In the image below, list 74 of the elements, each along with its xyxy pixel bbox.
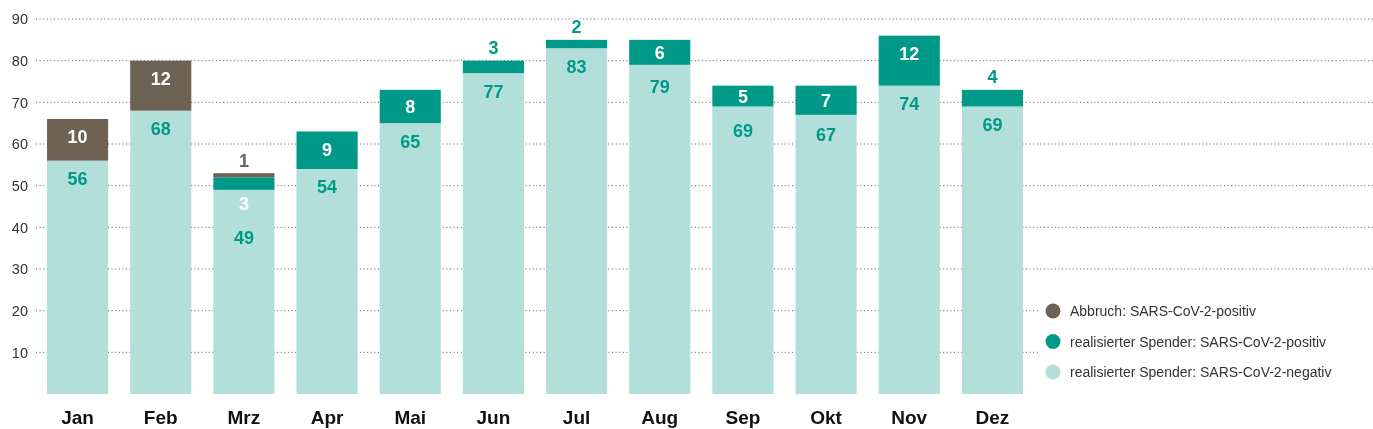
data-label: 68 — [150, 119, 171, 140]
bar — [878, 35, 940, 86]
bar — [213, 173, 275, 178]
bar — [712, 106, 774, 394]
data-label: 67 — [816, 124, 837, 145]
legend-label: realisierter Spender: SARS-CoV-2-negativ — [1070, 364, 1332, 381]
data-label: 56 — [67, 169, 88, 190]
data-label: 3 — [488, 38, 499, 59]
legend-label: realisierter Spender: SARS-CoV-2-positiv — [1070, 333, 1326, 350]
bar — [462, 60, 524, 74]
data-label: 12 — [150, 69, 171, 90]
data-label: 4 — [987, 67, 998, 88]
y-tick-label: 10 — [11, 344, 28, 361]
bar — [296, 169, 358, 394]
bar — [546, 48, 608, 394]
data-label: 69 — [982, 114, 1003, 135]
bar — [213, 189, 275, 394]
data-label: 65 — [400, 131, 421, 152]
x-tick-label: Jul — [562, 407, 591, 428]
bar — [462, 73, 524, 394]
data-label: 54 — [317, 177, 338, 198]
x-tick-label: Mrz — [227, 407, 261, 428]
data-label: 2 — [571, 17, 582, 38]
data-label: 83 — [566, 56, 587, 77]
data-label: 3 — [238, 194, 249, 215]
bar — [961, 89, 1023, 107]
bar — [795, 114, 857, 394]
y-tick-label: 90 — [11, 11, 28, 28]
bar — [130, 110, 192, 394]
data-label: 7 — [821, 90, 832, 111]
data-label: 8 — [405, 96, 416, 117]
y-tick-label: 30 — [11, 261, 28, 278]
x-tick-label: Sep — [725, 407, 761, 428]
bar — [379, 89, 441, 124]
y-tick-label: 80 — [11, 52, 28, 69]
bar — [379, 123, 441, 394]
y-tick-label: 40 — [11, 219, 28, 236]
y-tick-label: 60 — [11, 136, 28, 153]
data-label: 6 — [654, 42, 665, 63]
data-label: 74 — [899, 94, 920, 115]
x-tick-label: Aug — [641, 407, 679, 428]
x-tick-label: Nov — [891, 407, 928, 428]
bar — [213, 177, 275, 190]
bar — [961, 106, 1023, 394]
bar — [712, 85, 774, 107]
bar — [795, 85, 857, 115]
bar — [546, 39, 608, 49]
bar — [130, 60, 192, 111]
data-label: 77 — [483, 81, 504, 102]
bar — [629, 64, 691, 394]
x-tick-label: Mai — [394, 407, 427, 428]
legend-label: Abbruch: SARS-CoV-2-positiv — [1070, 303, 1256, 320]
data-label: 49 — [233, 228, 254, 249]
bar — [629, 39, 691, 65]
x-tick-label: Dez — [975, 407, 1010, 428]
y-tick-label: 70 — [11, 94, 28, 111]
y-tick-label: 20 — [11, 302, 28, 319]
bar — [296, 131, 358, 169]
bar — [47, 160, 109, 394]
x-tick-label: Feb — [143, 407, 178, 428]
y-tick-label: 50 — [11, 177, 28, 194]
data-label: 12 — [899, 44, 920, 65]
bar — [47, 119, 109, 161]
x-tick-label: Jan — [61, 407, 94, 428]
data-label: 5 — [737, 86, 748, 107]
x-tick-label: Okt — [810, 407, 843, 428]
data-label: 10 — [67, 127, 88, 148]
data-label: 9 — [322, 139, 333, 160]
x-tick-label: Apr — [310, 407, 345, 428]
data-label: 1 — [238, 150, 249, 171]
data-label: 69 — [732, 120, 753, 141]
data-label: 79 — [649, 76, 670, 97]
bar — [878, 85, 940, 394]
x-tick-label: Jun — [476, 407, 511, 428]
